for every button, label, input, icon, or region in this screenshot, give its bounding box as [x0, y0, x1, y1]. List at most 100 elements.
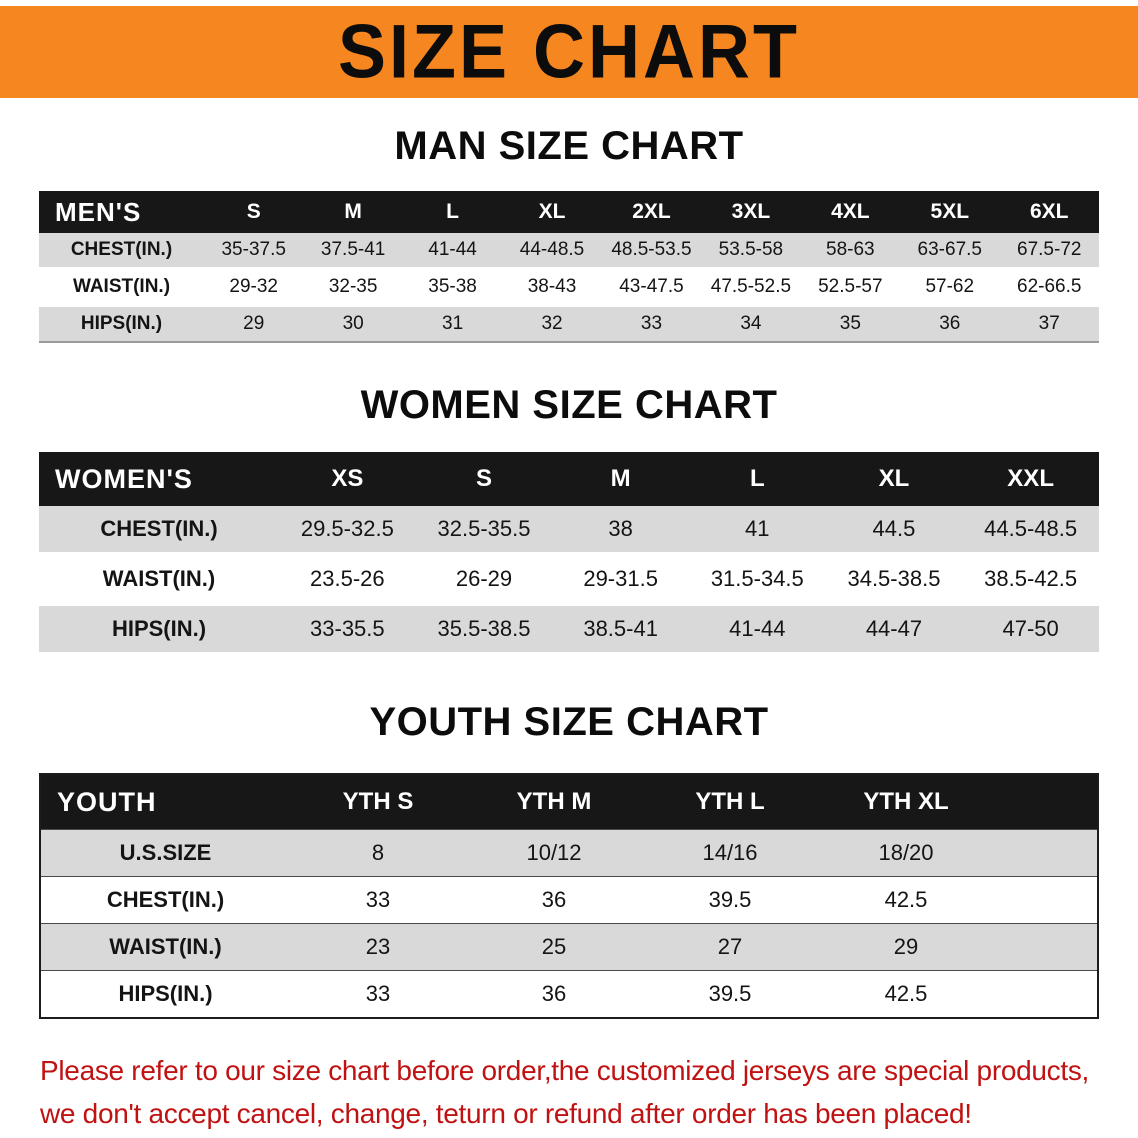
value-cell: 34: [701, 305, 801, 343]
men-hips-row: HIPS(IN.) 29 30 31 32 33 34 35 36 37: [39, 305, 1099, 343]
banner-title: SIZE CHART: [338, 9, 800, 95]
value-cell: 29.5-32.5: [279, 506, 416, 556]
banner: SIZE CHART: [0, 6, 1138, 98]
value-cell: 58-63: [800, 233, 901, 270]
row-label: CHEST(IN.): [39, 506, 279, 556]
youth-table-title: YOUTH: [40, 774, 290, 830]
value-cell: 32.5-35.5: [415, 506, 553, 556]
value-cell: 31: [402, 305, 503, 343]
value-cell: 63-67.5: [900, 233, 1000, 270]
value-cell: 67.5-72: [999, 233, 1099, 270]
filler-cell: [994, 829, 1098, 877]
value-cell: 29-31.5: [552, 554, 689, 606]
youth-header-row: YOUTH YTH S YTH M YTH L YTH XL: [40, 774, 1098, 830]
filler-cell: [994, 970, 1098, 1018]
value-cell: 32-35: [303, 268, 403, 307]
women-waist-row: WAIST(IN.) 23.5-26 26-29 29-31.5 31.5-34…: [39, 554, 1099, 606]
men-section-heading: MAN SIZE CHART: [394, 124, 744, 168]
value-cell: 37: [999, 305, 1099, 343]
value-cell: 35: [800, 305, 901, 343]
value-cell: 35-38: [402, 268, 503, 307]
value-cell: 32: [502, 305, 602, 343]
value-cell: 27: [642, 923, 818, 971]
value-cell: 36: [466, 876, 642, 924]
youth-chest-row: CHEST(IN.) 33 36 39.5 42.5: [40, 876, 1098, 924]
value-cell: 39.5: [642, 876, 818, 924]
value-cell: 33: [601, 305, 702, 343]
size-column-header: L: [688, 452, 826, 506]
value-cell: 33: [290, 970, 466, 1018]
men-header-row: MEN'S S M L XL 2XL 3XL 4XL 5XL 6XL: [39, 191, 1099, 233]
filler-cell: [994, 876, 1098, 924]
disclaimer-line-1: Please refer to our size chart before or…: [40, 1055, 1090, 1086]
disclaimer-line-2: we don't accept cancel, change, teturn o…: [40, 1098, 972, 1130]
men-chest-row: CHEST(IN.) 35-37.5 37.5-41 41-44 44-48.5…: [39, 233, 1099, 270]
size-column-header: YTH M: [466, 774, 642, 830]
value-cell: 33-35.5: [279, 604, 416, 652]
value-cell: 38.5-42.5: [962, 554, 1099, 606]
value-cell: 47.5-52.5: [701, 268, 801, 307]
size-column-header: 2XL: [601, 191, 702, 233]
youth-size-table: YOUTH YTH S YTH M YTH L YTH XL U.S.SIZE …: [39, 773, 1099, 1019]
size-column-header: M: [552, 452, 689, 506]
size-column-header: 3XL: [701, 191, 801, 233]
row-label: HIPS(IN.): [39, 305, 204, 343]
row-label: WAIST(IN.): [40, 923, 290, 971]
value-cell: 38-43: [502, 268, 602, 307]
value-cell: 26-29: [415, 554, 553, 606]
value-cell: 23.5-26: [279, 554, 416, 606]
value-cell: 36: [466, 970, 642, 1018]
row-label: HIPS(IN.): [39, 604, 279, 652]
value-cell: 43-47.5: [601, 268, 702, 307]
value-cell: 25: [466, 923, 642, 971]
value-cell: 48.5-53.5: [601, 233, 702, 270]
value-cell: 41-44: [402, 233, 503, 270]
value-cell: 44-48.5: [502, 233, 602, 270]
value-cell: 57-62: [900, 268, 1000, 307]
row-label: U.S.SIZE: [40, 829, 290, 877]
size-column-header: L: [402, 191, 503, 233]
value-cell: 29: [204, 305, 304, 343]
value-cell: 52.5-57: [800, 268, 901, 307]
value-cell: 31.5-34.5: [688, 554, 826, 606]
value-cell: 39.5: [642, 970, 818, 1018]
women-table-title: WOMEN'S: [39, 452, 279, 506]
value-cell: 44.5-48.5: [962, 506, 1099, 556]
value-cell: 42.5: [818, 876, 994, 924]
women-header-row: WOMEN'S XS S M L XL XXL: [39, 452, 1099, 506]
value-cell: 8: [290, 829, 466, 877]
value-cell: 35-37.5: [204, 233, 304, 270]
women-section-heading: WOMEN SIZE CHART: [360, 383, 778, 427]
value-cell: 41-44: [688, 604, 826, 652]
men-size-table: MEN'S S M L XL 2XL 3XL 4XL 5XL 6XL CHEST…: [39, 191, 1099, 343]
row-label: CHEST(IN.): [39, 233, 204, 270]
size-column-header: M: [303, 191, 403, 233]
size-column-header: S: [204, 191, 304, 233]
women-hips-row: HIPS(IN.) 33-35.5 35.5-38.5 38.5-41 41-4…: [39, 604, 1099, 652]
value-cell: 47-50: [962, 604, 1099, 652]
size-column-header: 5XL: [900, 191, 1000, 233]
size-column-header: YTH XL: [818, 774, 994, 830]
row-label: WAIST(IN.): [39, 268, 204, 307]
disclaimer: Please refer to our size chart before or…: [40, 1049, 1138, 1136]
value-cell: 29: [818, 923, 994, 971]
value-cell: 14/16: [642, 829, 818, 877]
size-chart-page: SIZE CHART MAN SIZE CHART MEN'S S M L XL…: [0, 6, 1138, 1138]
value-cell: 33: [290, 876, 466, 924]
row-label: CHEST(IN.): [40, 876, 290, 924]
size-column-header: 4XL: [800, 191, 901, 233]
value-cell: 38: [552, 506, 689, 556]
men-waist-row: WAIST(IN.) 29-32 32-35 35-38 38-43 43-47…: [39, 268, 1099, 307]
youth-section-heading: YOUTH SIZE CHART: [369, 700, 769, 744]
value-cell: 62-66.5: [999, 268, 1099, 307]
value-cell: 42.5: [818, 970, 994, 1018]
value-cell: 30: [303, 305, 403, 343]
row-label: HIPS(IN.): [40, 970, 290, 1018]
size-column-header: XS: [279, 452, 416, 506]
size-column-header: XXL: [962, 452, 1099, 506]
value-cell: 29-32: [204, 268, 304, 307]
value-cell: 18/20: [818, 829, 994, 877]
filler-cell: [994, 923, 1098, 971]
size-column-header: YTH L: [642, 774, 818, 830]
filler-cell: [994, 774, 1098, 830]
